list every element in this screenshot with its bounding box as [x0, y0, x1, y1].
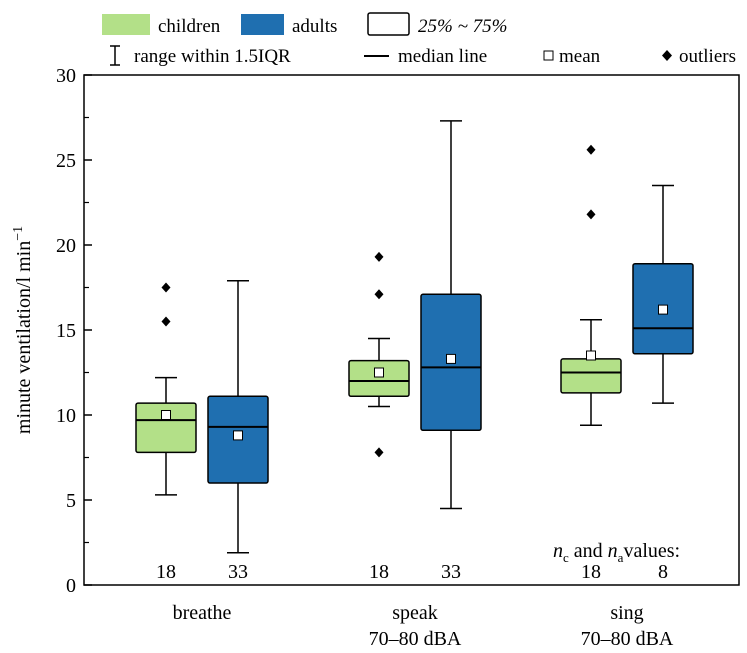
n-label: 8	[658, 561, 668, 583]
x-tick-label: breathe	[173, 602, 232, 624]
mean-marker	[658, 304, 668, 315]
outlier-point	[586, 209, 596, 220]
y-tick-label: 30	[56, 65, 76, 87]
n-annotation-a-sub: a	[618, 550, 624, 565]
box-children-2	[560, 144, 622, 426]
legend-label-range: range within 1.5IQR	[134, 46, 291, 67]
legend-swatch-adults	[241, 14, 284, 35]
mean-marker	[161, 410, 171, 420]
box-iqr	[560, 358, 622, 394]
legend-label-median: median line	[398, 46, 487, 67]
y-axis-title: minute ventilation/l min−1	[11, 226, 35, 434]
outlier-point	[161, 316, 171, 327]
n-annotation-and: and	[569, 540, 608, 562]
legend-label-mean: mean	[559, 46, 601, 67]
x-tick-label: speak	[392, 602, 438, 624]
y-axis: 0 5 10 15 20 25 30	[56, 65, 92, 597]
mean-marker	[233, 430, 243, 441]
mean-marker	[446, 353, 456, 364]
box-adults-0	[207, 279, 269, 554]
box-series	[135, 120, 694, 554]
box-children-1	[348, 251, 410, 458]
outlier-point	[586, 144, 596, 155]
box-iqr	[135, 402, 197, 454]
legend-swatch-box	[367, 12, 410, 36]
legend-label-children: children	[158, 16, 221, 37]
y-axis-title-superscript: −1	[11, 226, 26, 241]
legend-range-icon	[110, 45, 120, 66]
legend-label-box: 25% ~ 75%	[418, 16, 507, 37]
n-annotation-suffix: values:	[623, 540, 680, 562]
n-label: 18	[156, 561, 176, 583]
sample-size-labels: 18 18 18 33 33 8	[156, 561, 668, 583]
outlier-point	[374, 289, 384, 300]
x-tick-label-line2: 70–80 dBA	[369, 628, 462, 650]
y-tick-label: 10	[56, 405, 76, 427]
outlier-point	[161, 282, 171, 293]
box-children-0	[135, 282, 197, 496]
legend-label-outliers: outliers	[679, 46, 736, 67]
box-iqr	[348, 359, 410, 398]
n-annotation-c-sub: c	[563, 550, 569, 565]
box-adults-2	[632, 184, 694, 404]
y-tick-label: 5	[66, 490, 76, 512]
x-tick-label-line2: 70–80 dBA	[581, 628, 674, 650]
y-tick-label: 15	[56, 320, 76, 342]
legend-label-adults: adults	[292, 16, 337, 37]
outlier-point	[374, 251, 384, 262]
y-tick-label: 20	[56, 235, 76, 257]
legend: children adults 25% ~ 75% range within 1…	[102, 12, 736, 67]
n-annotation-nc: n	[553, 540, 563, 562]
n-label: 33	[228, 561, 248, 583]
y-axis-title-text: minute ventilation/l min	[13, 241, 35, 434]
mean-marker	[374, 367, 384, 378]
x-tick-label: sing	[610, 602, 643, 624]
mean-marker	[586, 350, 596, 361]
n-label: 33	[441, 561, 461, 583]
legend-swatch-children	[102, 14, 150, 35]
n-annotation-na: n	[608, 540, 618, 562]
y-tick-label: 0	[66, 575, 76, 597]
outlier-point	[374, 447, 384, 458]
legend-mean-icon	[543, 50, 554, 61]
n-label: 18	[369, 561, 389, 583]
y-tick-label: 25	[56, 150, 76, 172]
legend-outlier-icon	[662, 50, 672, 61]
n-annotation: nc and navalues:	[553, 540, 680, 565]
box-adults-1	[420, 120, 482, 510]
x-axis-labels: breathe speak 70–80 dBA sing 70–80 dBA	[173, 602, 674, 650]
n-label: 18	[581, 561, 601, 583]
